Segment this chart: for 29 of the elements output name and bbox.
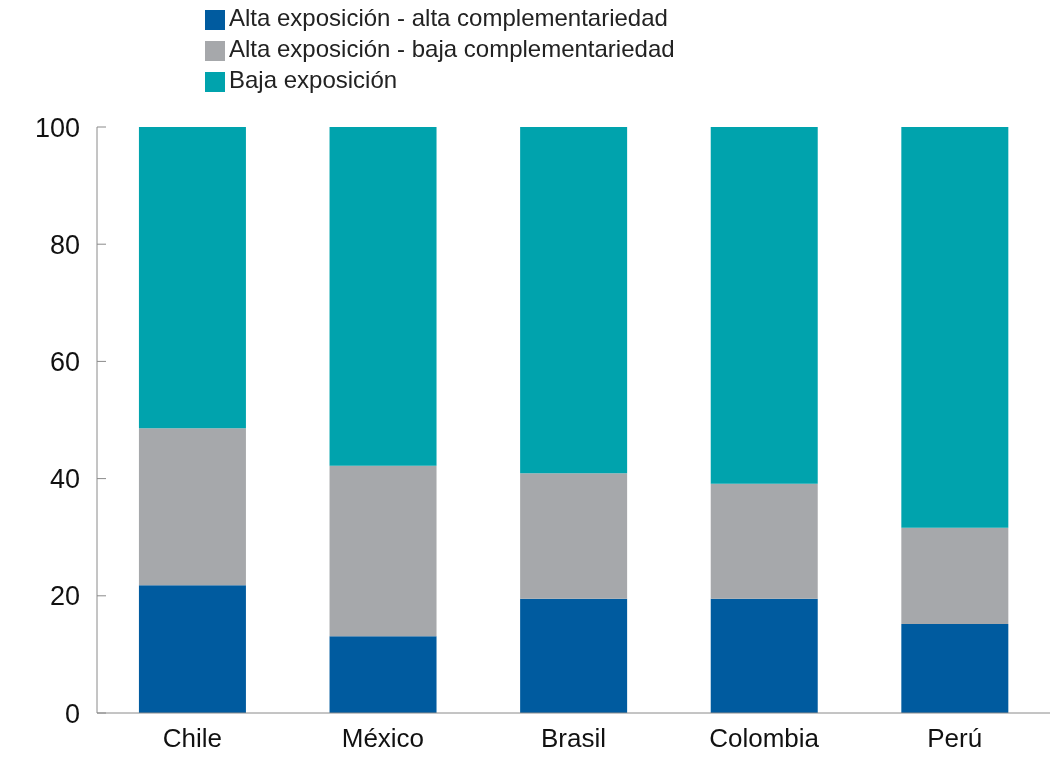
legend-label: Baja exposición (229, 66, 398, 93)
bar (329, 127, 437, 466)
x-tick-label: Brasil (540, 723, 607, 754)
bar (710, 127, 818, 484)
y-tick-label: 40 (49, 464, 80, 495)
bar (520, 473, 628, 599)
bar (520, 127, 628, 474)
bar (901, 127, 1009, 528)
bar (901, 527, 1009, 624)
x-tick-label: Perú (927, 723, 983, 754)
x-tick-label: Colombia (709, 723, 820, 754)
bar (138, 585, 246, 713)
x-tick-label: México (341, 723, 425, 754)
legend-label: Alta exposición - alta complementariedad (229, 4, 668, 31)
y-tick-label: 20 (49, 581, 80, 612)
legend-label: Alta exposición - baja complementariedad (229, 35, 675, 62)
y-tick-label: 60 (49, 346, 80, 377)
bar (710, 483, 818, 599)
bar (329, 465, 437, 637)
y-tick-label: 0 (64, 698, 80, 729)
bar (138, 127, 246, 429)
bar (329, 636, 437, 713)
bar (710, 598, 818, 713)
bar (901, 623, 1009, 713)
bar (138, 428, 246, 586)
x-tick-label: Chile (162, 723, 222, 754)
y-tick-label: 100 (34, 112, 80, 143)
bar (520, 598, 628, 713)
y-tick-label: 80 (49, 229, 80, 260)
